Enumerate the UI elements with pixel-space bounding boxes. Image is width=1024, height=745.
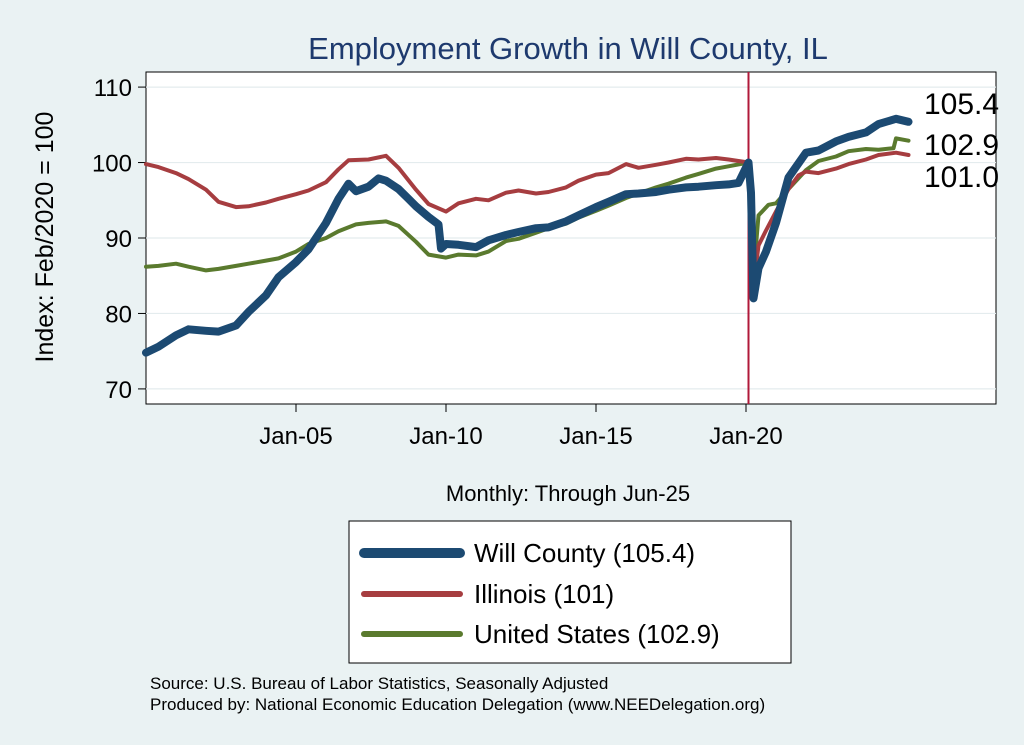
series-line-0	[142, 114, 913, 357]
x-tick-label-Jan-05: Jan-05	[259, 423, 332, 450]
end-label-2: 101.0	[924, 161, 999, 194]
end-label-1: 102.9	[924, 129, 999, 162]
y-tick-label-80: 80	[105, 301, 132, 328]
y-axis: 70 80 90 100 110	[92, 75, 146, 404]
source-line: Source: U.S. Bureau of Labor Statistics,…	[150, 674, 608, 693]
x-tick-label-Jan-15: Jan-15	[559, 423, 632, 450]
y-axis-title: Index: Feb/2020 = 100	[31, 112, 59, 363]
end-label-0: 105.4	[924, 88, 999, 121]
legend: Will County (105.4) Illinois (101) United …	[359, 538, 720, 649]
series-lines	[142, 114, 913, 357]
legend-label-0: Will County (105.4)	[474, 538, 695, 568]
y-tick-label-110: 110	[94, 75, 132, 102]
legend-label-2: United States (102.9)	[474, 619, 720, 649]
x-tick-label-Jan-20: Jan-20	[709, 423, 782, 450]
y-tick-label-90: 90	[105, 226, 132, 253]
legend-label-1: Illinois (101)	[474, 579, 614, 609]
x-axis-subtitle: Monthly: Through Jun-25	[446, 481, 690, 506]
x-tick-label-Jan-10: Jan-10	[409, 423, 482, 450]
x-axis: Jan-05 Jan-10 Jan-15 Jan-20	[259, 404, 783, 450]
y-tick-label-70: 70	[105, 377, 132, 404]
y-tick-label-100: 100	[92, 151, 132, 178]
producer-line: Produced by: National Economic Education…	[150, 695, 765, 714]
chart-title: Employment Growth in Will County, IL	[308, 31, 828, 66]
